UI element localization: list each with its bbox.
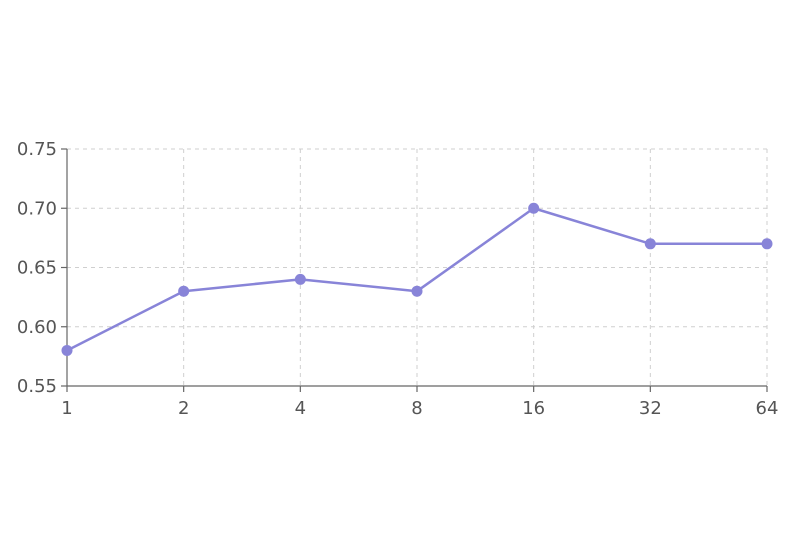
y-tick-label: 0.70	[17, 198, 57, 219]
data-point	[411, 285, 423, 297]
data-point	[178, 285, 190, 297]
data-point	[294, 273, 306, 285]
x-tick-label: 4	[295, 398, 306, 419]
y-tick-label: 0.75	[17, 139, 57, 160]
series-layer	[61, 202, 773, 356]
y-tick-label: 0.60	[17, 317, 57, 338]
x-tick-label: 1	[61, 398, 72, 419]
data-point	[761, 238, 773, 250]
x-tick-label: 8	[411, 398, 422, 419]
data-point	[644, 238, 656, 250]
data-point	[528, 202, 540, 214]
y-tick-label: 0.65	[17, 258, 57, 279]
grid-layer	[67, 148, 768, 386]
y-tick-label: 0.55	[17, 376, 57, 397]
x-tick-label: 2	[178, 398, 189, 419]
x-tick-label: 16	[522, 398, 545, 419]
x-tick-label: 64	[756, 398, 779, 419]
data-point	[61, 344, 73, 356]
axis-layer: 0.55 0.60 0.65 0.70 0.75 1 2 4 8 16 32 64	[17, 139, 779, 419]
x-tick-label: 32	[639, 398, 662, 419]
